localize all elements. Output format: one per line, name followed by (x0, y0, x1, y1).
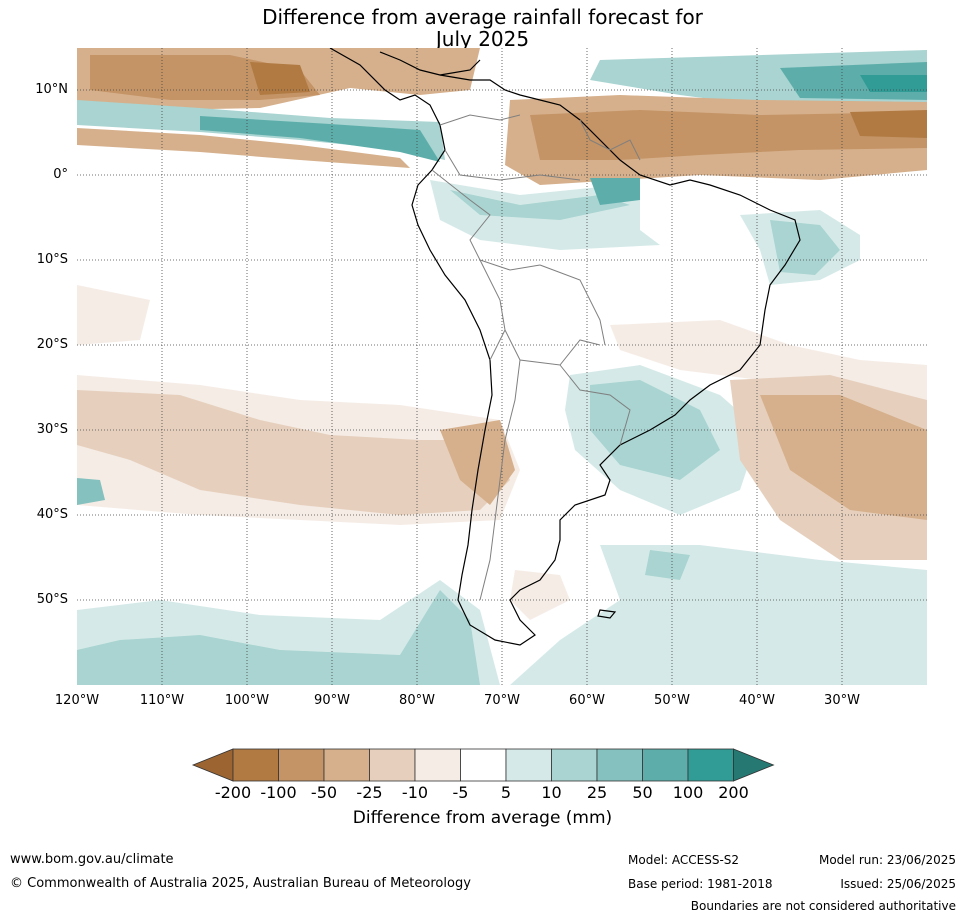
colorbar-tick-label: -5 (452, 783, 469, 802)
colorbar (191, 748, 775, 782)
colorbar-swatch (369, 748, 416, 782)
colorbar-tick-label: 50 (632, 783, 653, 802)
lon-label-60w: 60°W (569, 693, 605, 708)
colorbar-tick-label: 100 (672, 783, 704, 802)
lon-label-120w: 120°W (54, 693, 100, 708)
footer-website[interactable]: www.bom.gov.au/climate (10, 852, 174, 867)
footer-copyright: © Commonwealth of Australia 2025, Austra… (10, 876, 471, 891)
lat-label-10n: 10°N (35, 82, 68, 97)
lat-label-40s: 40°S (36, 507, 68, 522)
footer-model: Model: ACCESS-S2 (628, 853, 740, 867)
colorbar-tick-label: -25 (356, 783, 383, 802)
colorbar-tick-label: -50 (310, 783, 338, 802)
colorbar-swatch (642, 748, 689, 782)
colorbar-swatch (232, 748, 279, 782)
colorbar-tick-label: 10 (541, 783, 562, 802)
colorbar-swatch (323, 748, 370, 782)
colorbar-swatch (505, 748, 552, 782)
colorbar-tick-label: 25 (586, 783, 608, 802)
anomaly-shading (77, 48, 927, 685)
colorbar-tick-label: 5 (500, 783, 512, 802)
colorbar-swatch (278, 748, 325, 782)
colorbar-tick-label: -200 (214, 783, 252, 802)
colorbar-swatch (687, 748, 734, 782)
lat-label-0: 0° (53, 167, 68, 182)
colorbar-tick-label: -100 (260, 783, 297, 802)
lon-label-40w: 40°W (739, 693, 775, 708)
colorbar-arrow-high (733, 748, 775, 782)
lat-label-50s: 50°S (36, 592, 68, 607)
lon-label-30w: 30°W (824, 693, 860, 708)
lon-label-90w: 90°W (314, 693, 350, 708)
footer-model-run: Model run: 23/06/2025 (818, 853, 956, 867)
colorbar-arrow-low (191, 748, 234, 782)
map-title-line2: July 2025 (435, 27, 530, 51)
footer-disclaimer: Boundaries are not considered authoritat… (690, 899, 956, 913)
colorbar-tick-label: -10 (401, 783, 429, 802)
map-title-line1: Difference from average rainfall forecas… (262, 5, 703, 29)
lon-label-110w: 110°W (139, 693, 185, 708)
lon-label-70w: 70°W (484, 693, 520, 708)
colorbar-swatch (414, 748, 461, 782)
lat-label-20s: 20°S (36, 337, 68, 352)
country-borders (431, 114, 641, 601)
rainfall-anomaly-map (77, 48, 927, 685)
colorbar-title: Difference from average (mm) (352, 808, 613, 828)
colorbar-swatch (460, 748, 507, 782)
graticule (77, 48, 927, 685)
colorbar-swatch (551, 748, 598, 782)
lon-label-100w: 100°W (224, 693, 270, 708)
footer-issued: Issued: 25/06/2025 (840, 877, 956, 891)
colorbar-swatch (596, 748, 643, 782)
lat-label-30s: 30°S (36, 422, 68, 437)
lat-label-10s: 10°S (36, 252, 68, 267)
colorbar-tick-label: 200 (718, 783, 749, 802)
footer-base-period: Base period: 1981-2018 (628, 877, 773, 891)
lon-label-50w: 50°W (654, 693, 690, 708)
lon-label-80w: 80°W (399, 693, 435, 708)
